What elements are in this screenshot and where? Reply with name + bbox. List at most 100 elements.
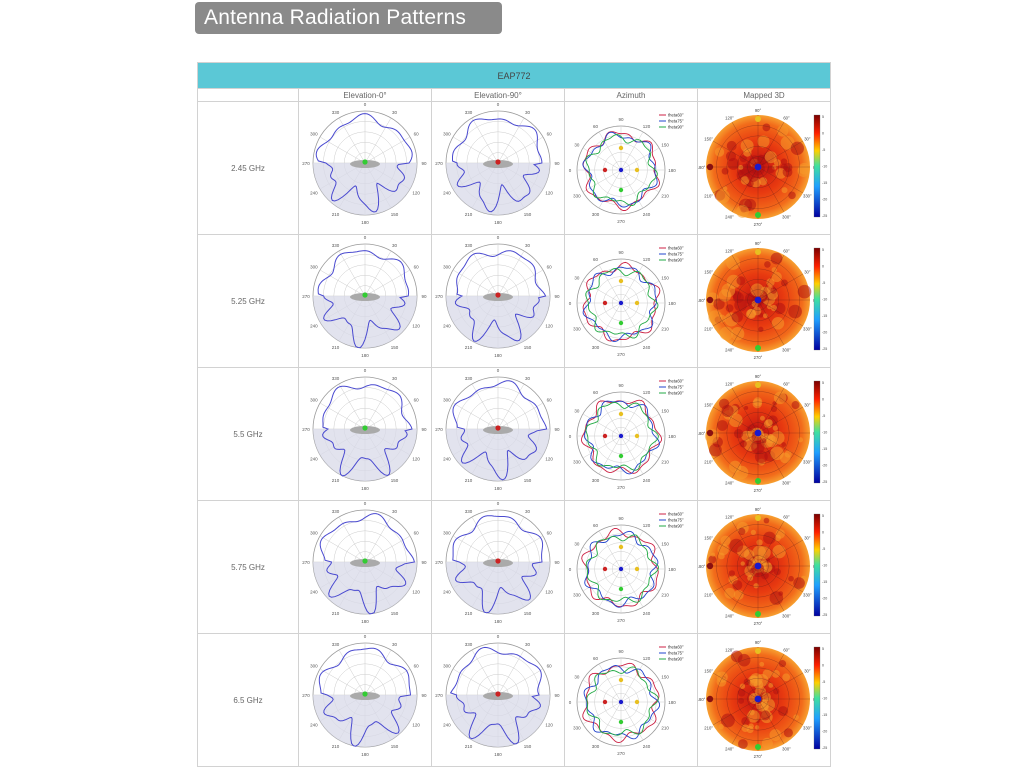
- azimuth-tick-label: 180: [668, 567, 676, 572]
- polar-spoke: [620, 264, 644, 304]
- elevation-tick-label: 90: [554, 161, 560, 166]
- yellow-marker: [755, 648, 761, 654]
- heatmap-blob: [743, 549, 755, 560]
- azimuth-series-line: [585, 402, 659, 471]
- heatmap-blob: [710, 552, 716, 557]
- heatmap-spoke: [731, 432, 759, 479]
- heatmap-spoke: [712, 273, 759, 301]
- frequency-label: 5.25 GHz: [197, 234, 299, 368]
- azimuth-tick-label: 90: [618, 117, 624, 122]
- heatmap-blob: [729, 538, 744, 553]
- elevation-tick-label: 330: [332, 110, 340, 115]
- elevation-tick-label: 0: [497, 368, 500, 373]
- elevation-0-plot: 0 30 60 90 120 150 180 210 240 270 300 330: [298, 101, 432, 235]
- elevation-tick-label: 60: [414, 132, 420, 137]
- heatmap-spoke: [731, 520, 759, 567]
- mapped3d-tick-label: 330°: [803, 327, 812, 332]
- azimuth-tick-label: 240: [643, 744, 651, 749]
- green-marker: [362, 159, 368, 165]
- polar-spoke: [319, 535, 366, 563]
- elevation-tick-label: 240: [310, 324, 318, 329]
- polar-spoke: [620, 546, 660, 570]
- polar-spoke: [497, 535, 544, 563]
- azimuth-tick-label: 0: [569, 700, 572, 705]
- elevation-tick-label: 300: [310, 265, 318, 270]
- colorbar-tick-label: -15: [822, 580, 827, 584]
- mapped3d-tick-label: 240°: [725, 480, 734, 485]
- elevation-tick-label: 150: [391, 478, 399, 483]
- heatmap-spoke: [731, 387, 759, 434]
- mapped-3d-plot-svg: 90°60°30°0°330°300°270°240°210°180°150°1…: [698, 507, 827, 626]
- green-marker: [362, 558, 368, 564]
- elevation-0-plot-svg: 0 30 60 90 120 150 180 210 240 270 300 330: [302, 235, 427, 358]
- azimuth-series-line: [585, 134, 658, 206]
- elevation-tick-label: 0: [364, 368, 367, 373]
- elevation-tick-label: 180: [494, 752, 502, 757]
- polar-spoke: [364, 402, 411, 430]
- colorbar-tick-label: -10: [822, 431, 827, 435]
- azimuth-tick-label: 0: [569, 301, 572, 306]
- polar-spoke: [582, 280, 622, 304]
- mapped-3d-plot-svg: 90°60°30°0°330°300°270°240°210°180°150°1…: [698, 374, 827, 493]
- heatmap-blob: [763, 531, 776, 545]
- heatmap-blob: [768, 682, 774, 688]
- heatmap-spoke: [731, 565, 759, 612]
- legend-entry: theta60°: [668, 645, 684, 650]
- elevation-tick-label: 120: [412, 723, 420, 728]
- elevation-tick-label: 120: [545, 191, 553, 196]
- elevation-tick-label: 270: [435, 427, 443, 432]
- colorbar-tick-label: -10: [822, 165, 827, 169]
- elevation-tick-label: 120: [412, 324, 420, 329]
- elevation-tick-label: 210: [465, 345, 473, 350]
- elevation-tick-label: 0: [497, 501, 500, 506]
- red-marker: [495, 292, 501, 298]
- azimuth-series-line: [582, 131, 660, 211]
- green-marker: [755, 478, 761, 484]
- table-row: 5.75 GHz 0 30 60 90 120 150 180 210 240 270 300 330…: [197, 500, 831, 634]
- red-marker: [706, 695, 714, 703]
- lower-hemisphere-shade: [313, 695, 417, 747]
- heatmap-blob: [738, 527, 746, 536]
- elevation-tick-label: 0: [364, 501, 367, 506]
- heatmap-spoke: [757, 539, 804, 567]
- azimuth-plot: 90 120 150 180 210 240 270 300 330 0 30 60 theta60° t…: [564, 234, 698, 368]
- radiation-trace: [319, 513, 416, 615]
- heatmap-blob: [765, 419, 773, 427]
- elevation-tick-label: 210: [332, 611, 340, 616]
- heatmap-spoke: [757, 140, 804, 168]
- mapped3d-tick-label: 30°: [804, 270, 811, 275]
- heatmap-blob: [783, 728, 793, 738]
- azimuth-tick-label: 270: [617, 751, 625, 756]
- elevation-tick-label: 90: [421, 560, 427, 565]
- azimuth-tick-label: 180: [668, 301, 676, 306]
- lower-hemisphere-shade: [313, 562, 417, 614]
- heatmap-blob: [737, 739, 748, 749]
- heatmap-blob: [732, 580, 743, 591]
- heatmap-blob: [781, 279, 788, 287]
- colorbar-tick-label: -15: [822, 447, 827, 451]
- frequency-label: 5.5 GHz: [197, 367, 299, 501]
- heatmap-spoke: [712, 166, 759, 194]
- azimuth-tick-label: 30: [574, 276, 580, 281]
- elevation-0-plot-svg: 0 30 60 90 120 150 180 210 240 270 300 330: [302, 368, 427, 491]
- heatmap-spoke: [757, 406, 804, 434]
- table-row: 5.5 GHz 0 30 60 90 120 150 180 210 240 270 300 330 …: [197, 367, 831, 501]
- azimuth-series-line: [584, 530, 659, 608]
- heatmap-blob: [761, 737, 773, 749]
- heatmap-blob: [778, 660, 787, 668]
- elevation-tick-label: 300: [443, 531, 451, 536]
- azimuth-tick-label: 180: [668, 168, 676, 173]
- heatmap-spoke: [757, 166, 804, 194]
- polar-spoke: [620, 530, 644, 570]
- colorbar-tick-label: -10: [822, 697, 827, 701]
- heatmap-spoke: [757, 387, 785, 434]
- elevation-tick-label: 240: [443, 590, 451, 595]
- azimuth-plot: 90 120 150 180 210 240 270 300 330 0 30 60 theta60° t…: [564, 633, 698, 767]
- polar-spoke: [497, 668, 544, 696]
- heatmap-spoke: [757, 520, 785, 567]
- azimuth-marker: [618, 677, 624, 683]
- heatmap-spoke: [731, 698, 759, 745]
- heatmap-spoke: [731, 121, 759, 168]
- red-marker: [706, 429, 714, 437]
- mapped3d-tick-label: 330°: [803, 460, 812, 465]
